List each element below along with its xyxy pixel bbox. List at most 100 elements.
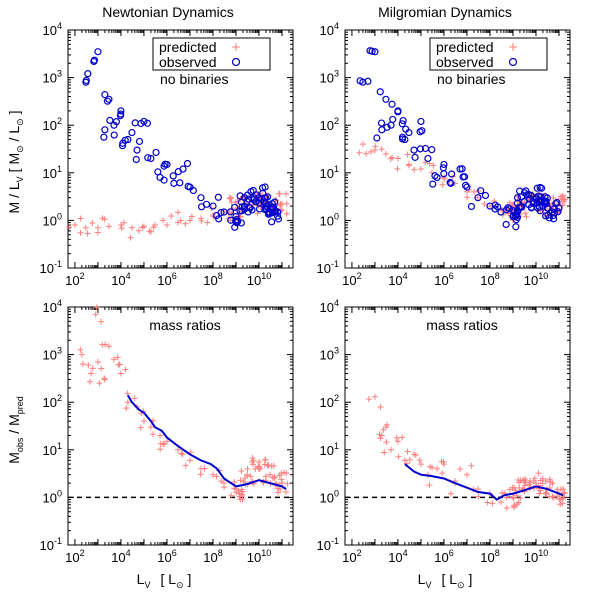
data-point-plus [85,362,92,369]
legend-predicted-label-left: predicted [159,39,217,55]
data-point-plus [434,465,441,472]
svg-text:Mobs / Mpred: Mobs / Mpred [6,396,25,464]
data-point-plus [92,311,99,318]
data-point-circle [493,203,502,211]
data-point-plus [175,209,182,216]
data-point-plus [261,461,268,468]
data-point-circle [382,95,390,103]
data-point-plus [78,351,85,358]
y-tick-label: 10-1 [40,536,62,553]
data-point-plus [197,471,204,478]
data-point-plus [204,219,211,226]
data-point-plus [371,393,378,400]
data-point-plus [506,486,513,493]
data-point-circle [137,119,145,128]
data-point-plus [71,222,78,229]
data-point-circle [537,197,545,205]
data-point-plus [111,356,118,363]
data-point-circle [388,100,396,108]
data-point-plus [549,480,556,487]
data-point-circle [541,198,550,206]
data-point-plus [503,505,510,512]
data-point-plus [79,360,86,367]
data-point-circle [533,199,541,207]
data-point-circle [237,198,246,206]
data-point-plus [137,424,144,431]
x-tick-label: 1010 [247,271,271,288]
data-point-plus [439,181,446,188]
data-point-plus [517,477,524,484]
data-point-circle [553,198,561,207]
data-point-plus [399,434,406,441]
data-point-circle [169,172,177,180]
data-point-plus [457,466,464,473]
data-point-circle [460,173,469,181]
data-point-plus [523,213,530,220]
data-point-plus [178,450,185,457]
title-newtonian: Newtonian Dynamics [102,4,234,20]
data-point-circle [533,184,541,192]
data-point-plus [98,318,105,325]
data-point-circle [183,159,192,168]
data-point-plus [256,463,263,470]
data-point-plus [101,375,108,382]
data-point-circle [268,218,276,226]
data-point-plus [554,493,561,500]
legend-box-right [429,37,548,71]
data-point-plus [88,370,95,377]
data-point-plus [447,490,454,497]
data-point-plus [239,488,246,495]
data-point-circle [517,193,526,201]
data-point-circle [447,179,455,187]
y-tick-label: 102 [43,116,62,133]
data-point-plus [506,199,513,206]
data-point-plus [510,495,517,502]
data-point-plus [416,457,423,464]
data-point-circle [215,215,223,223]
data-point-plus [515,499,522,506]
data-point-plus [389,154,396,161]
x-tick-label: 106 [157,271,176,288]
data-point-plus [542,490,549,497]
data-point-circle [84,70,92,78]
data-point-circle [399,116,407,125]
data-point-plus [247,473,254,480]
data-point-plus [213,473,220,480]
data-point-circle [526,195,534,203]
y-tick-label: 104 [320,21,339,38]
data-point-plus [356,149,363,156]
x-tick-label: 106 [434,548,453,565]
data-point-circle [534,204,542,212]
data-point-plus [244,465,251,472]
x-tick-label: 106 [434,271,453,288]
data-point-circle [513,199,521,207]
plot-frame [67,306,294,546]
legend-left: predicted observed no binaries [152,37,271,87]
data-point-circle [248,206,256,214]
xlabel-right: LV[ L⊙ ] [418,571,473,590]
data-point-circle [376,88,384,96]
data-point-circle [417,117,425,126]
data-point-plus [117,370,124,377]
title-milgromian: Milgromian Dynamics [378,4,512,20]
data-point-circle [394,108,402,116]
data-point-plus [66,224,73,231]
data-point-circle [552,200,560,208]
data-point-plus [404,151,411,158]
data-point-plus [382,150,389,157]
data-point-plus [546,493,553,500]
data-point-circle [101,91,109,99]
x-tick-label: 1010 [524,548,548,565]
data-point-circle [461,181,470,189]
data-point-circle [405,128,413,137]
data-point-plus [378,146,385,153]
data-point-plus [439,470,446,477]
data-point-plus [131,395,138,402]
y-tick-label: 10-1 [317,536,339,553]
x-tick-label: 1010 [247,548,271,565]
data-point-plus [201,465,208,472]
legend-observed-label-left: observed [159,54,217,70]
data-point-plus [208,205,215,212]
data-point-plus [118,225,125,232]
data-point-circle [160,176,168,184]
